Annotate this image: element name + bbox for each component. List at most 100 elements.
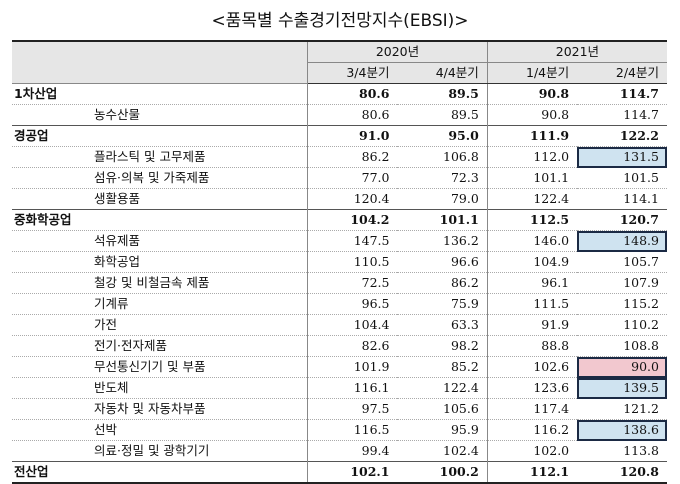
- cell-value: 117.4: [487, 398, 578, 420]
- row-label: 농수산물: [94, 107, 141, 122]
- cell-value: 115.2: [577, 293, 667, 315]
- row-label: 무선통신기기 및 부품: [94, 359, 206, 374]
- cell-value: 107.9: [577, 272, 667, 294]
- row-label: 기계류: [94, 296, 129, 311]
- cell-value: 147.5: [307, 230, 398, 252]
- cell-value: 97.5: [307, 398, 398, 420]
- cell-value: 108.8: [577, 335, 667, 357]
- cell-value: 114.1: [577, 188, 667, 210]
- year-2020-header: 2020년: [307, 41, 488, 63]
- cell-value: 113.8: [577, 440, 667, 462]
- table-row: 전산업 102.1 100.2 112.1 120.8: [12, 461, 667, 483]
- quarter-header: 4/4분기: [397, 62, 488, 84]
- table-row: 석유제품 147.5 136.2 146.0 148.9: [12, 230, 667, 252]
- cell-value: 99.4: [307, 440, 398, 462]
- table-title: <품목별 수출경기전망지수(EBSI)>: [211, 11, 469, 31]
- cell-value: 95.0: [397, 125, 488, 147]
- row-label: 전산업: [14, 464, 49, 479]
- highlighted-cell-value: 131.5: [577, 146, 667, 168]
- cell-value: 89.5: [397, 104, 488, 126]
- cell-value: 89.5: [397, 83, 488, 105]
- cell-value: 88.8: [487, 335, 578, 357]
- cell-value: 90.8: [487, 83, 578, 105]
- row-label: 가전: [94, 317, 118, 332]
- cell-value: 96.1: [487, 272, 578, 294]
- highlighted-cell-value: 138.6: [577, 419, 667, 441]
- cell-value: 91.9: [487, 314, 578, 336]
- table-row: 철강 및 비철금속 제품 72.5 86.2 96.1 107.9: [12, 272, 667, 294]
- quarter-header: 2/4분기: [577, 62, 667, 84]
- row-label: 플라스틱 및 고무제품: [94, 149, 206, 164]
- row-label: 전기·전자제품: [94, 338, 167, 353]
- table-row: 무선통신기기 및 부품 101.9 85.2 102.6 90.0: [12, 356, 667, 378]
- table-row: 플라스틱 및 고무제품 86.2 106.8 112.0 131.5: [12, 146, 667, 168]
- cell-value: 101.1: [397, 209, 488, 231]
- cell-value: 106.8: [397, 146, 488, 168]
- table-row: 자동차 및 자동차부품 97.5 105.6 117.4 121.2: [12, 398, 667, 420]
- cell-value: 80.6: [307, 83, 398, 105]
- cell-value: 72.5: [307, 272, 398, 294]
- cell-value: 104.2: [307, 209, 398, 231]
- page: <품목별 수출경기전망지수(EBSI)> 2020년 2021년 3/4분기 4…: [12, 11, 667, 484]
- row-label: 자동차 및 자동차부품: [94, 401, 206, 416]
- header-corner: [12, 41, 309, 84]
- cell-value: 114.7: [577, 83, 667, 105]
- table-row: 의료·정밀 및 광학기기 99.4 102.4 102.0 113.8: [12, 440, 667, 462]
- row-label: 선박: [94, 422, 118, 437]
- year-header-row: 2020년 2021년: [12, 41, 667, 84]
- cell-value: 122.4: [397, 377, 488, 399]
- highlighted-cell-value: 90.0: [577, 356, 667, 378]
- quarter-header-row: 3/4분기 4/4분기 1/4분기 2/4분기: [12, 62, 667, 84]
- quarter-header: 1/4분기: [487, 62, 578, 84]
- row-label: 경공업: [14, 128, 49, 143]
- cell-value: 79.0: [397, 188, 488, 210]
- row-label: 화학공업: [94, 254, 141, 269]
- table-body: 1차산업 80.6 89.5 90.8 114.7 농수산물 80.6 89.5…: [12, 83, 667, 483]
- cell-value: 101.9: [307, 356, 398, 378]
- cell-value: 101.1: [487, 167, 578, 189]
- cell-value: 101.5: [577, 167, 667, 189]
- cell-value: 100.2: [397, 461, 488, 483]
- cell-value: 96.5: [307, 293, 398, 315]
- cell-value: 86.2: [397, 272, 488, 294]
- cell-value: 116.2: [487, 419, 578, 441]
- cell-value: 105.7: [577, 251, 667, 273]
- cell-value: 120.8: [577, 461, 667, 483]
- cell-value: 110.5: [307, 251, 398, 273]
- cell-value: 112.1: [487, 461, 578, 483]
- cell-value: 104.4: [307, 314, 398, 336]
- cell-value: 111.5: [487, 293, 578, 315]
- cell-value: 90.8: [487, 104, 578, 126]
- row-label: 섬유·의복 및 가죽제품: [94, 170, 210, 185]
- cell-value: 102.6: [487, 356, 578, 378]
- cell-value: 114.7: [577, 104, 667, 126]
- ebsi-table: 2020년 2021년 3/4분기 4/4분기 1/4분기 2/4분기 1차산업…: [12, 40, 667, 484]
- year-2021-header: 2021년: [487, 41, 667, 63]
- cell-value: 77.0: [307, 167, 398, 189]
- table-row: 기계류 96.5 75.9 111.5 115.2: [12, 293, 667, 315]
- table-row: 전기·전자제품 82.6 98.2 88.8 108.8: [12, 335, 667, 357]
- table-row: 반도체 116.1 122.4 123.6 139.5: [12, 377, 667, 399]
- row-label: 철강 및 비철금속 제품: [94, 275, 210, 290]
- table-row: 섬유·의복 및 가죽제품 77.0 72.3 101.1 101.5: [12, 167, 667, 189]
- cell-value: 96.6: [397, 251, 488, 273]
- cell-value: 122.4: [487, 188, 578, 210]
- table-row: 농수산물 80.6 89.5 90.8 114.7: [12, 104, 667, 126]
- cell-value: 111.9: [487, 125, 578, 147]
- cell-value: 122.2: [577, 125, 667, 147]
- cell-value: 146.0: [487, 230, 578, 252]
- cell-value: 86.2: [307, 146, 398, 168]
- cell-value: 95.9: [397, 419, 488, 441]
- cell-value: 102.1: [307, 461, 398, 483]
- table-row: 생활용품 120.4 79.0 122.4 114.1: [12, 188, 667, 210]
- cell-value: 102.4: [397, 440, 488, 462]
- table-row: 가전 104.4 63.3 91.9 110.2: [12, 314, 667, 336]
- cell-value: 121.2: [577, 398, 667, 420]
- table-row: 선박 116.5 95.9 116.2 138.6: [12, 419, 667, 441]
- row-label: 중화학공업: [14, 212, 72, 227]
- row-label: 생활용품: [94, 191, 141, 206]
- cell-value: 104.9: [487, 251, 578, 273]
- row-label: 1차산업: [14, 86, 58, 101]
- quarter-header: 3/4분기: [307, 62, 398, 84]
- cell-value: 116.5: [307, 419, 398, 441]
